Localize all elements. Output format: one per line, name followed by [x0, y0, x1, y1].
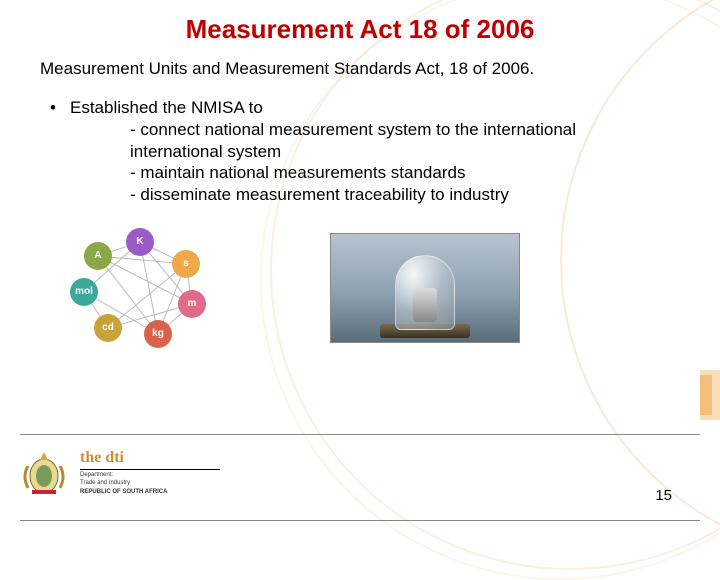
si-node-k: K: [126, 228, 154, 256]
divider-bottom: [20, 520, 700, 521]
bullet-line: international system: [130, 141, 680, 163]
si-node-a: A: [84, 242, 112, 270]
image-row: Ksmkgcd mol A: [40, 228, 680, 348]
si-units-diagram: Ksmkgcd mol A: [70, 228, 210, 348]
photo-cylinder: [413, 288, 437, 322]
dept-line: Department:: [80, 472, 220, 479]
si-node-cd: cd: [94, 314, 122, 342]
slide-subtitle: Measurement Units and Measurement Standa…: [40, 59, 680, 79]
si-node-s: s: [172, 250, 200, 278]
bullet-list: Established the NMISA to - connect natio…: [40, 97, 680, 206]
footer: the dti Department: Trade and Industry R…: [18, 446, 220, 498]
bullet-line: - disseminate measurement traceability t…: [130, 184, 680, 206]
bullet-sublines: - connect national measurement system to…: [70, 119, 680, 206]
page-number: 15: [655, 487, 672, 504]
dti-block: the dti Department: Trade and Industry R…: [80, 449, 220, 496]
dti-logo: the dti: [80, 449, 220, 467]
slide-title: Measurement Act 18 of 2006: [40, 14, 680, 45]
dept-line: REPUBLIC OF SOUTH AFRICA: [80, 489, 220, 496]
bullet-line: - maintain national measurements standar…: [130, 162, 680, 184]
dept-line: Trade and Industry: [80, 480, 220, 487]
dti-divider: [80, 469, 220, 470]
bullet-lead: Established the NMISA to: [70, 98, 263, 117]
divider-top: [20, 434, 700, 435]
kilogram-photo: [330, 233, 520, 343]
si-node-mol: mol: [70, 278, 98, 306]
bullet-line: - connect national measurement system to…: [130, 119, 680, 141]
bullet-item: Established the NMISA to - connect natio…: [50, 97, 680, 206]
coat-of-arms-icon: [18, 446, 70, 498]
si-node-m: m: [178, 290, 206, 318]
si-node-kg: kg: [144, 320, 172, 348]
